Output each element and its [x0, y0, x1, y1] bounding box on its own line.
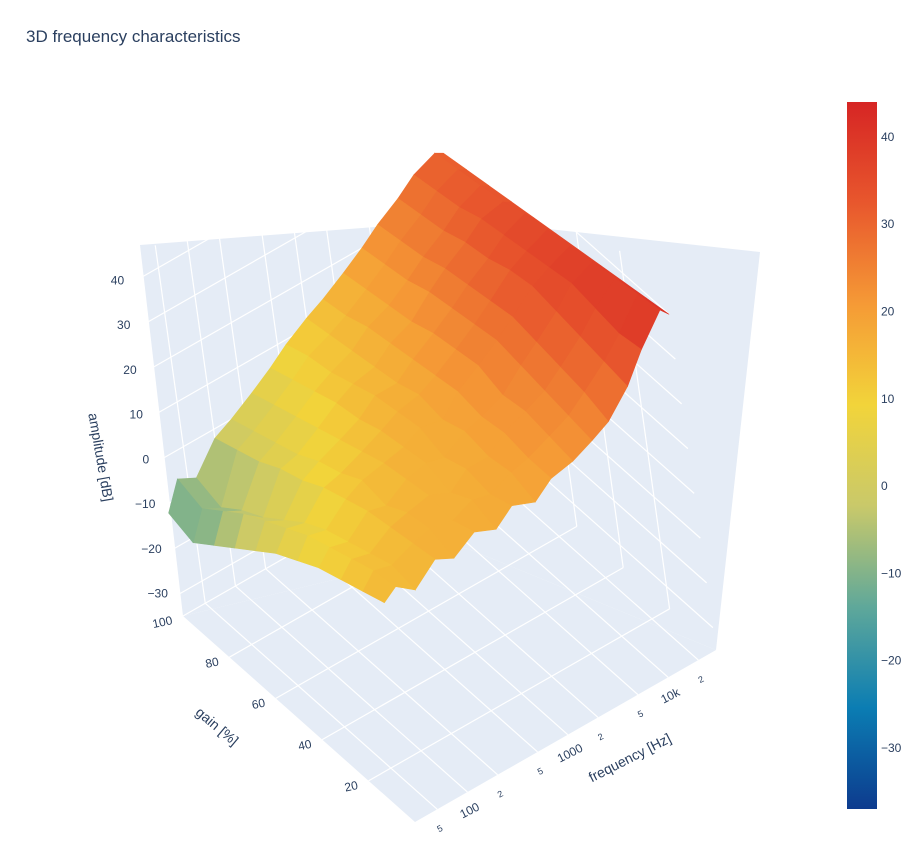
- z-tick-label: 40: [111, 273, 125, 287]
- x-tick-label: 10k: [659, 685, 683, 707]
- floor-pane: [183, 548, 716, 822]
- z-axis-ticks: −30 −20 −10 0 10 20 30 40: [111, 273, 168, 600]
- grid-line-gain-floor: [321, 567, 624, 741]
- grid-line-freq-floor: [204, 602, 438, 810]
- z-axis-label: amplitude [dB]: [85, 412, 116, 503]
- colorbar-tick-label: 10: [881, 392, 895, 406]
- z-tick-label: 0: [142, 452, 149, 466]
- y-tick-label: 80: [204, 654, 220, 671]
- colorbar-tick-label: −10: [881, 566, 902, 580]
- colorbar: [847, 102, 877, 809]
- grid-line-freq-floor: [235, 585, 468, 793]
- z-tick-label: −30: [148, 587, 169, 601]
- x-tick-label: 5: [435, 823, 444, 834]
- x-tick-label: 2: [496, 788, 505, 799]
- grid-line-z-back: [142, 152, 444, 326]
- colorbar-ticks: −30 −20 −10 0 10 20 30 40: [881, 130, 902, 755]
- z-tick-label: 20: [123, 363, 137, 377]
- colorbar-tick-label: 40: [881, 130, 895, 144]
- z-tick-label: 10: [130, 408, 144, 422]
- grid-line-freq-wall: [154, 245, 206, 604]
- surface-mesh: [168, 152, 670, 604]
- surface-patch: [168, 478, 203, 544]
- x-tick-label: 2: [596, 731, 605, 742]
- grid-line-gain-floor: [368, 608, 670, 782]
- y-tick-label: 40: [297, 737, 313, 754]
- z-tick-label: −20: [141, 542, 162, 556]
- y-axis-label: gain [%]: [193, 704, 242, 749]
- z-tick-label: 30: [117, 318, 131, 332]
- colorbar-tick-label: 20: [881, 304, 895, 318]
- y-tick-label: 20: [343, 778, 359, 795]
- x-tick-label: 5: [636, 708, 645, 719]
- x-tick-label: 100: [458, 800, 482, 822]
- colorbar-tick-label: 30: [881, 217, 895, 231]
- grid-line-z-back: [135, 107, 438, 281]
- x-tick-label: 2: [696, 674, 705, 685]
- x-tick-label: 5: [536, 766, 545, 777]
- scene: [135, 85, 760, 822]
- colorbar-tick-label: −20: [881, 654, 902, 668]
- colorbar-tick-label: 0: [881, 479, 888, 493]
- colorbar-tick-label: −30: [881, 741, 902, 755]
- y-tick-label: 60: [250, 696, 266, 713]
- grid-line-freq-floor: [265, 568, 499, 776]
- grid-line-z-side: [436, 107, 670, 315]
- z-tick-label: −10: [135, 497, 156, 511]
- y-axis-ticks: 20 40 60 80 100: [151, 613, 359, 794]
- x-tick-label: 1000: [555, 741, 585, 766]
- chart-title: 3D frequency characteristics: [26, 27, 240, 46]
- grid-line-gain-floor: [275, 525, 578, 699]
- y-tick-label: 100: [151, 613, 174, 631]
